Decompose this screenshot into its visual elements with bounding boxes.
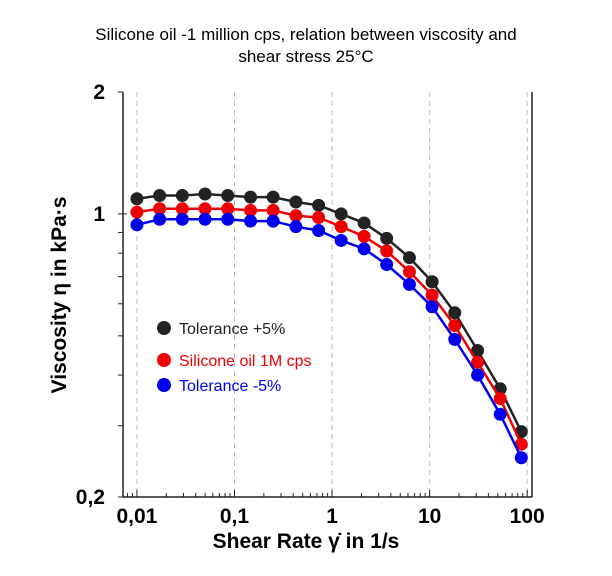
data-point — [175, 202, 189, 216]
data-point — [514, 451, 528, 465]
y-axis-label: Viscosity η in kPa·s — [48, 197, 71, 394]
data-point — [266, 214, 280, 228]
data-point — [221, 189, 235, 203]
x-tick-label: 100 — [510, 505, 545, 528]
legend-marker — [157, 378, 171, 392]
data-point — [221, 212, 235, 226]
data-point — [471, 344, 485, 358]
chart-title-line-1: Silicone oil -1 million cps, relation be… — [95, 25, 516, 44]
data-point — [448, 319, 462, 333]
data-point — [493, 407, 507, 421]
data-point — [289, 209, 303, 223]
data-point — [175, 212, 189, 226]
data-point — [153, 202, 167, 216]
legend-label: Silicone oil 1M cps — [179, 353, 312, 370]
data-point — [514, 437, 528, 451]
x-tick-label: 10 — [418, 505, 441, 528]
data-point — [198, 187, 212, 201]
data-point — [471, 355, 485, 369]
data-point — [130, 192, 144, 206]
data-point — [266, 203, 280, 217]
y-tick-label: 1 — [93, 203, 105, 226]
x-tick-label: 1 — [326, 505, 338, 528]
data-point — [380, 231, 394, 245]
data-point — [334, 207, 348, 221]
data-point — [244, 203, 258, 217]
data-point — [425, 275, 439, 289]
data-point — [175, 189, 189, 203]
data-point — [312, 210, 326, 224]
data-point — [153, 189, 167, 203]
data-point — [334, 233, 348, 247]
chart-title-line-2: shear stress 25°C — [238, 47, 373, 66]
y-tick-label: 2 — [93, 81, 105, 104]
legend-marker — [157, 353, 171, 367]
data-point — [402, 251, 416, 265]
data-point — [425, 300, 439, 314]
data-point — [357, 216, 371, 230]
data-point — [244, 214, 258, 228]
data-point — [448, 306, 462, 320]
data-point — [244, 190, 258, 204]
data-point — [289, 195, 303, 209]
data-point — [380, 244, 394, 258]
data-point — [471, 368, 485, 382]
legend-label: Tolerance -5% — [179, 378, 281, 395]
legend-marker — [157, 321, 171, 335]
data-point — [380, 258, 394, 272]
data-point — [198, 202, 212, 216]
data-point — [312, 198, 326, 212]
data-point — [357, 229, 371, 243]
data-point — [266, 190, 280, 204]
data-point — [425, 288, 439, 302]
data-point — [312, 224, 326, 238]
data-point — [130, 218, 144, 232]
data-point — [198, 212, 212, 226]
data-point — [289, 220, 303, 234]
data-point — [334, 220, 348, 234]
data-point — [402, 265, 416, 279]
data-point — [221, 202, 235, 216]
data-point — [402, 277, 416, 291]
x-tick-label: 0,1 — [220, 505, 250, 528]
x-tick-label: 0,01 — [116, 505, 157, 528]
data-point — [130, 205, 144, 219]
series-line-0 — [136, 192, 523, 433]
data-point — [448, 332, 462, 346]
y-tick-label: 0,2 — [76, 486, 105, 509]
x-axis-label: Shear Rate γ̇ in 1/s — [213, 530, 400, 553]
data-point — [357, 242, 371, 256]
data-point — [493, 392, 507, 406]
data-point — [153, 212, 167, 226]
legend-label: Tolerance +5% — [179, 321, 285, 338]
